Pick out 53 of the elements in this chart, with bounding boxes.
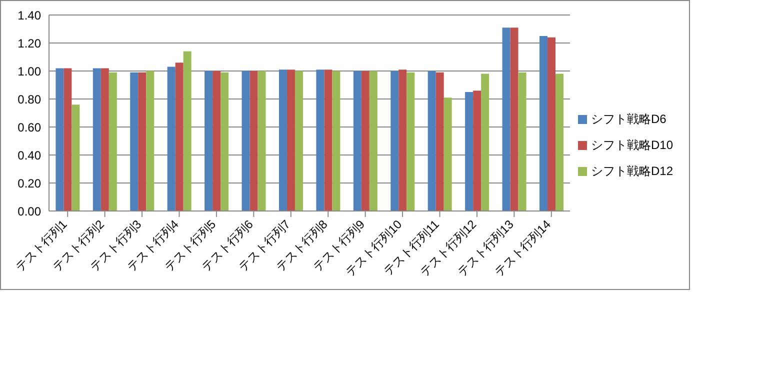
y-tick-label: 1.00 [18,64,42,78]
y-tick-label: 0.40 [18,148,42,162]
bar [353,71,362,211]
bar [64,68,72,211]
bar [294,71,303,211]
y-tick-label: 1.20 [18,36,42,50]
bar [369,71,378,211]
bar [220,72,229,211]
bar [56,68,64,211]
y-tick-label: 0.00 [18,204,42,218]
y-tick-label: 1.40 [18,8,42,22]
bar [108,72,117,211]
legend-label: シフト戦略D10 [591,138,674,152]
bar [146,71,154,211]
bar [539,36,548,211]
bar [316,70,324,211]
bar [100,68,109,211]
bar [518,72,526,211]
bar [502,28,510,211]
legend-label: シフト戦略D12 [591,164,674,178]
bar [242,71,250,211]
bar [481,74,490,211]
bar [278,70,287,211]
bar [332,71,340,211]
bar [167,66,176,211]
bar [547,37,556,211]
bar [130,72,138,211]
bar [204,71,213,211]
y-tick-label: 0.20 [18,176,42,190]
bar [436,72,444,211]
bar [183,51,192,211]
bar [555,74,564,211]
bar [175,62,184,211]
bar [406,72,415,211]
bar [465,92,474,211]
bar [510,28,518,211]
bar [92,68,101,211]
bar [444,98,452,211]
bar [473,90,482,211]
bar [428,71,436,211]
bar [361,71,370,211]
bar [250,71,258,211]
bar [72,104,80,211]
y-tick-label: 0.80 [18,92,42,106]
bar [324,70,332,211]
bar [398,70,407,211]
bar [390,71,399,211]
bar [286,70,295,211]
bar [258,71,266,211]
bar [138,72,146,211]
legend-label: シフト戦略D6 [591,112,666,126]
bar [212,71,221,211]
y-tick-label: 0.60 [18,120,42,134]
